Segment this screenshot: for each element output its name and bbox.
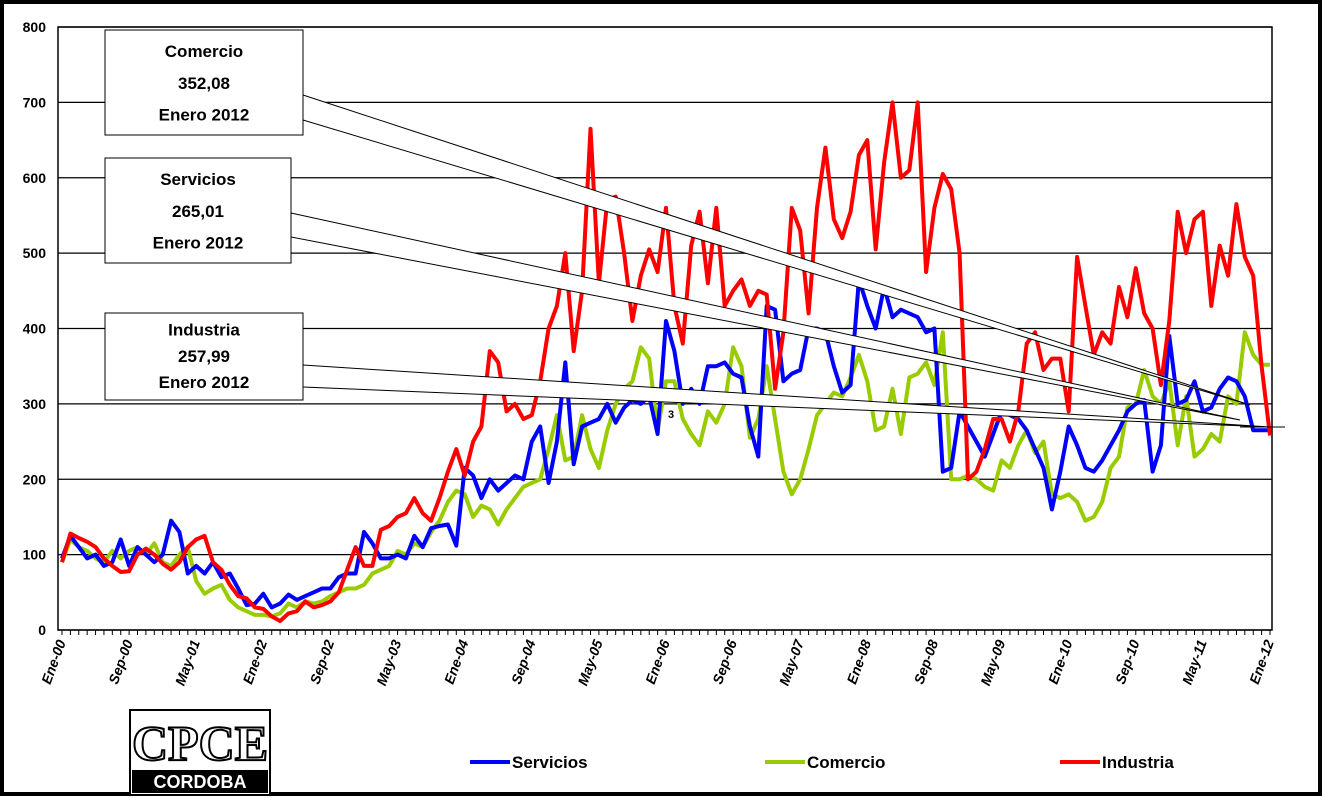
y-tick-label: 300 bbox=[23, 396, 47, 412]
series-line bbox=[60, 100, 1272, 623]
y-tick-label: 800 bbox=[23, 19, 47, 35]
y-tick-label: 600 bbox=[23, 170, 47, 186]
callout-text: Comercio bbox=[165, 42, 243, 61]
logo-subtitle: CORDOBA bbox=[154, 772, 247, 792]
y-tick-label: 400 bbox=[23, 321, 47, 337]
legend-label: Comercio bbox=[807, 753, 885, 772]
stray-label: 3 bbox=[668, 409, 674, 421]
callout-box bbox=[104, 157, 292, 264]
callout-text: Servicios bbox=[160, 170, 236, 189]
y-tick-label: 0 bbox=[38, 622, 46, 638]
callout-box bbox=[104, 312, 304, 401]
series-line bbox=[60, 330, 1270, 619]
callout-box bbox=[104, 29, 304, 136]
callout-text: 265,01 bbox=[172, 202, 224, 221]
series-line bbox=[60, 277, 1270, 610]
legend-label: Servicios bbox=[512, 753, 588, 772]
logo-band bbox=[132, 770, 268, 793]
y-tick-label: 500 bbox=[23, 245, 47, 261]
callout-text: Enero 2012 bbox=[153, 234, 244, 253]
callout-text: 352,08 bbox=[178, 74, 230, 93]
logo-title: CPCE bbox=[132, 715, 268, 771]
callout-text: Enero 2012 bbox=[159, 106, 250, 125]
callout-text: Industria bbox=[168, 320, 240, 339]
y-tick-label: 100 bbox=[23, 547, 47, 563]
y-tick-label: 200 bbox=[23, 471, 47, 487]
y-tick-label: 700 bbox=[23, 94, 47, 110]
logo: CPCE CORDOBA bbox=[129, 709, 271, 796]
callout-text: Enero 2012 bbox=[159, 373, 250, 392]
callout-text: 257,99 bbox=[178, 347, 230, 366]
legend-label: Industria bbox=[1102, 753, 1174, 772]
